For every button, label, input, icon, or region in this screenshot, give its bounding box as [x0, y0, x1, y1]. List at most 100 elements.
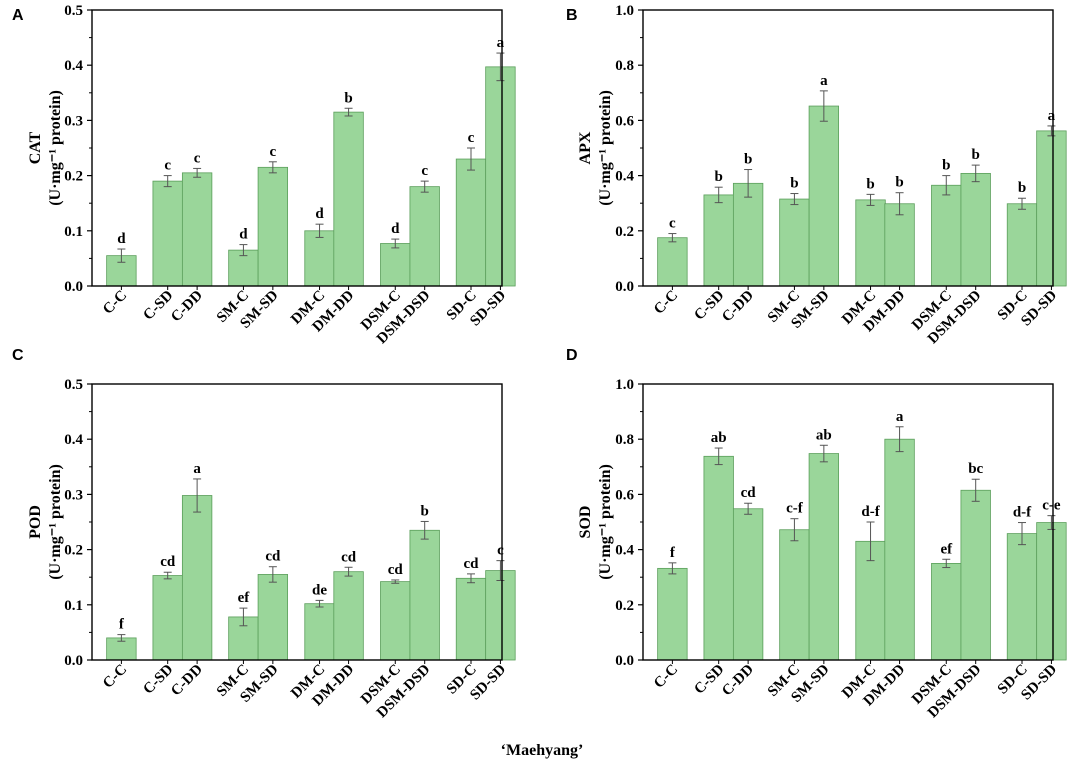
significance-letter: c [194, 150, 201, 166]
significance-letter: c [468, 130, 475, 146]
bar-dsm-c [380, 243, 411, 287]
bar-sd-c [455, 158, 487, 287]
y-axis-label-line2: (U·mg⁻¹ protein) [597, 464, 614, 580]
significance-letter: b [790, 176, 798, 192]
bar-c-dd [181, 172, 213, 287]
panel-letter: C [12, 347, 24, 364]
y-tick-label: 0.5 [64, 377, 83, 393]
bar-c-c [657, 237, 688, 287]
bar-sm-c [779, 198, 810, 287]
bar-c-dd [732, 508, 764, 661]
panel-letter: D [566, 347, 578, 364]
x-tick-label: C-C [651, 288, 681, 318]
significance-letter: bc [968, 461, 983, 477]
bar-dm-dd [884, 438, 915, 661]
bar-sm-sd [808, 453, 840, 661]
y-axis-label-line1: SOD [577, 506, 594, 539]
y-tick-label: 0.6 [615, 113, 634, 129]
y-tick-label: 0.3 [64, 487, 83, 503]
y-tick-label: 0.2 [64, 543, 83, 559]
y-axis-label-line2: (U·mg⁻¹ protein) [47, 464, 64, 580]
significance-letter: d [391, 221, 400, 237]
plot-frame [642, 383, 1054, 661]
bar-dsm-dsd [409, 529, 440, 661]
bar-dm-c [855, 199, 886, 287]
y-tick-label: 0.1 [64, 598, 83, 614]
significance-letter: de [312, 582, 327, 598]
significance-letter: d-f [861, 504, 880, 520]
y-tick-label: 0.1 [64, 224, 83, 240]
significance-letter: c [270, 144, 277, 160]
chart-panel-d: D SOD (U·mg⁻¹ protein) 0.0 0.2 0.4 0.6 0.8 1.0 f C… [566, 347, 1067, 721]
significance-letter: b [344, 90, 352, 106]
significance-letter: f [670, 545, 676, 561]
bar-sm-sd [257, 166, 289, 287]
significance-letter: d [315, 206, 324, 222]
significance-letter: cd [265, 549, 281, 565]
bar-dm-c [304, 603, 335, 661]
y-tick-label: 0.0 [615, 653, 634, 669]
significance-letter: ef [940, 541, 953, 557]
y-tick-label: 0.2 [615, 598, 634, 614]
significance-letter: d [117, 231, 126, 247]
y-axis-label: POD (U·mg⁻¹ protein) [27, 464, 64, 580]
significance-letter: b [744, 152, 752, 168]
bar-sm-sd [808, 105, 840, 287]
x-tick-label: C-C [651, 662, 681, 692]
significance-letter: a [497, 35, 505, 51]
significance-letter: cd [463, 556, 479, 572]
y-tick-label: 0.3 [64, 113, 83, 129]
significance-letter: c [164, 158, 171, 174]
y-tick-label: 0.8 [615, 58, 634, 74]
y-axis-label: CAT (U·mg⁻¹ protein) [27, 90, 64, 206]
y-tick-label: 0.4 [64, 432, 83, 448]
significance-letter: a [1048, 108, 1056, 124]
plot-frame [642, 9, 1054, 287]
panel-letter: B [566, 7, 578, 24]
footer-label: ‘Maehyang’ [501, 742, 584, 759]
bar-dsm-c [380, 581, 411, 661]
significance-letter: c-e [1042, 498, 1061, 514]
significance-letter: a [820, 73, 828, 89]
significance-letter: c-f [786, 501, 804, 517]
x-tick-label: C-C [100, 662, 130, 692]
significance-letter: f [119, 617, 125, 633]
plot-frame [91, 383, 503, 661]
bar-sd-c [1006, 533, 1038, 661]
significance-letter: c [421, 163, 428, 179]
significance-letter: b [1018, 180, 1026, 196]
chart-panel-c: C POD (U·mg⁻¹ protein) 0.0 0.1 0.2 0.3 0.4 0.5 f C… [12, 347, 516, 721]
significance-letter: cd [388, 562, 404, 578]
significance-letter: b [715, 169, 723, 185]
plot-frame [91, 9, 503, 287]
bar-sd-sd [1036, 130, 1067, 287]
bar-dsm-c [931, 563, 962, 661]
bar-sm-sd [257, 574, 289, 661]
bar-c-sd [152, 180, 183, 287]
significance-letter: b [942, 158, 950, 174]
y-tick-label: 0.0 [64, 279, 83, 295]
significance-letter: cd [741, 485, 757, 501]
x-tick-label: C-DD [719, 661, 757, 699]
significance-letter: b [421, 503, 429, 519]
y-tick-label: 0.5 [64, 3, 83, 19]
bar-dm-dd [333, 111, 364, 287]
bar-dsm-dsd [960, 489, 991, 661]
y-tick-label: 0.6 [615, 487, 634, 503]
y-tick-label: 0.8 [615, 432, 634, 448]
x-tick-label: C-DD [719, 287, 757, 325]
y-tick-label: 1.0 [615, 377, 634, 393]
y-tick-label: 0.4 [615, 543, 634, 559]
chart-panel-b: B APX (U·mg⁻¹ protein) 0.0 0.2 0.4 0.6 0.8 1.0 c C… [566, 3, 1067, 347]
bar-dsm-dsd [960, 172, 991, 287]
bar-dsm-dsd [409, 186, 440, 287]
bar-dm-c [304, 230, 335, 287]
significance-letter: ab [816, 427, 832, 443]
y-tick-label: 1.0 [615, 3, 634, 19]
bar-sd-c [1006, 203, 1038, 287]
significance-letter: c [669, 216, 676, 232]
y-tick-label: 0.2 [64, 169, 83, 185]
chart-panel-a: A CAT (U·mg⁻¹ protein) 0.0 0.1 0.2 0.3 0.4 0.5 d C… [12, 3, 516, 347]
